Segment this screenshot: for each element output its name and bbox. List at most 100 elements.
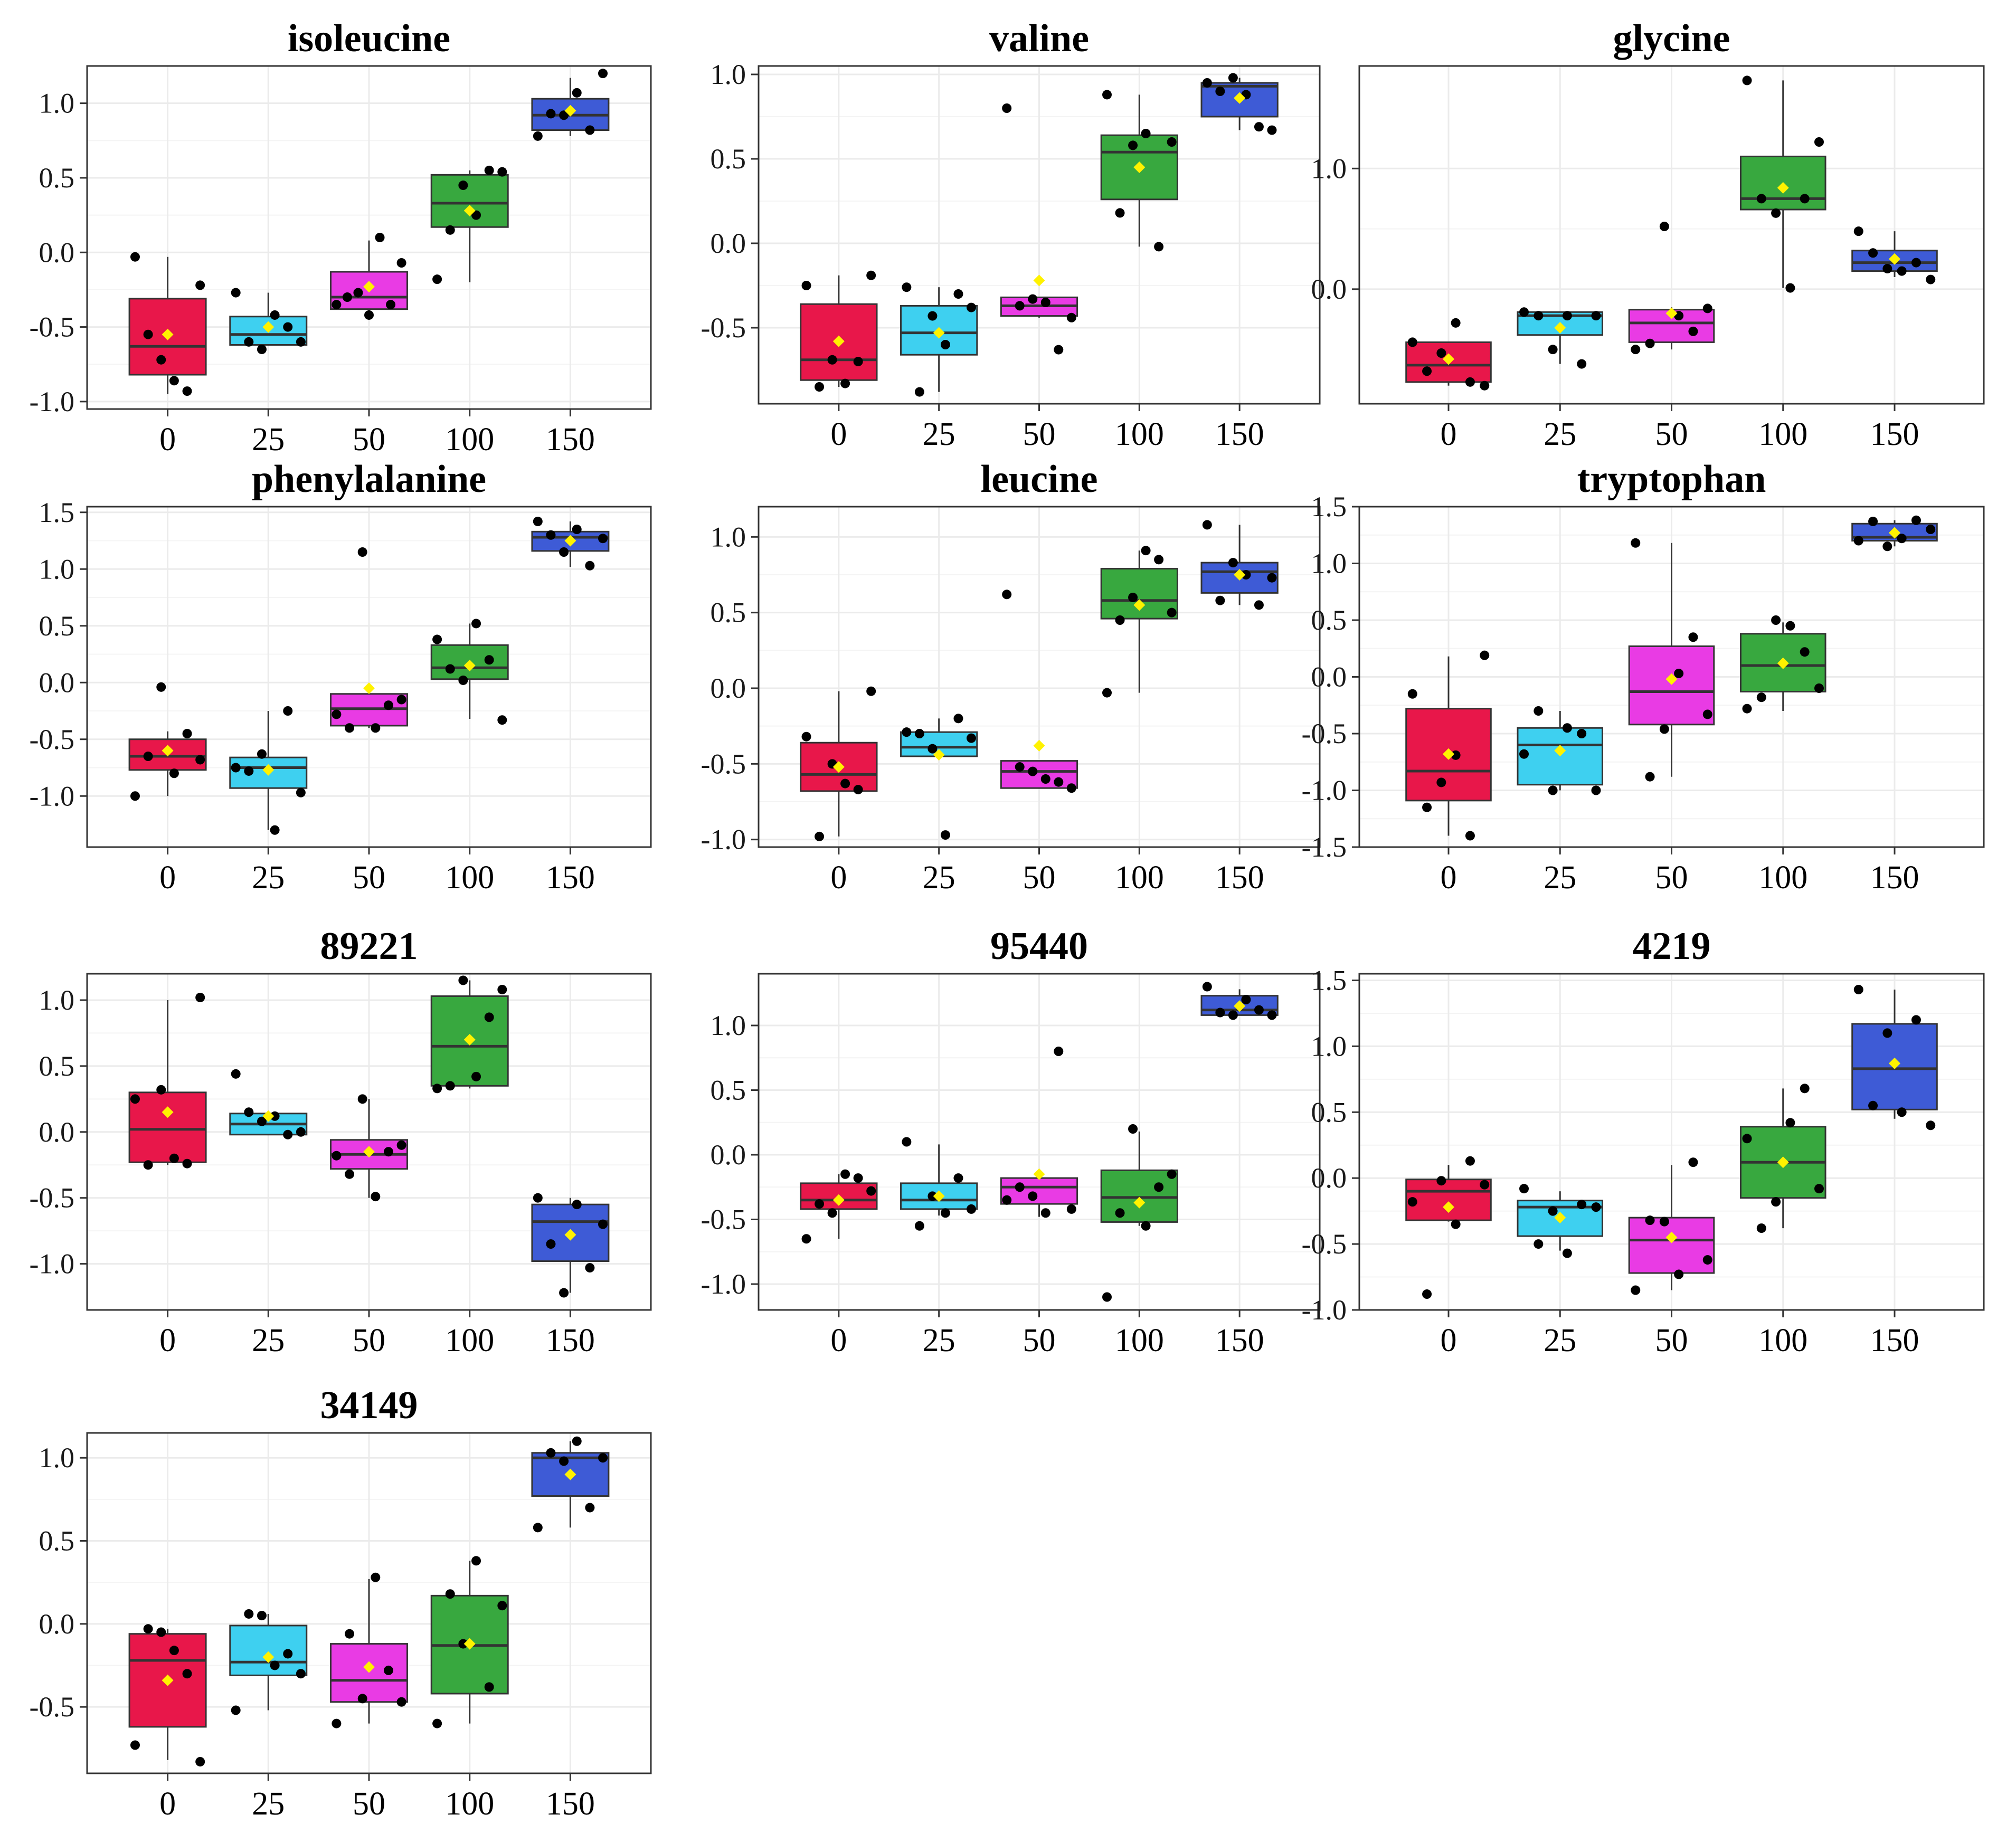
x-tick-label: 100 — [1758, 1323, 1807, 1358]
box-body — [229, 1624, 308, 1676]
data-point — [497, 715, 507, 725]
data-point — [1422, 366, 1432, 376]
data-point — [1422, 1289, 1432, 1299]
data-point — [1267, 125, 1277, 135]
box-25 — [229, 1609, 308, 1715]
data-point — [296, 1669, 306, 1679]
data-point — [559, 1456, 569, 1466]
data-point — [1436, 348, 1446, 358]
box-150 — [531, 69, 610, 141]
data-point — [1882, 1028, 1892, 1038]
mean-marker — [463, 660, 476, 671]
data-point — [270, 825, 280, 835]
data-point — [1742, 704, 1752, 714]
mean-marker — [933, 1190, 945, 1202]
data-point — [143, 1624, 153, 1634]
data-point — [585, 1263, 595, 1273]
mean-marker — [564, 535, 576, 547]
data-point — [1771, 615, 1781, 625]
mean-marker — [832, 761, 845, 773]
panel-title: 95440 — [990, 925, 1088, 968]
data-point — [815, 1199, 825, 1209]
data-point — [1115, 208, 1125, 218]
data-point — [1591, 785, 1601, 795]
y-tick-label: -0.5 — [701, 312, 746, 344]
y-tick-label: 0.0 — [39, 236, 75, 268]
box-100 — [1100, 1124, 1178, 1302]
box-body — [1739, 155, 1826, 211]
x-tick-label: 150 — [546, 422, 595, 458]
data-point — [1562, 1248, 1572, 1258]
data-point — [1785, 1118, 1795, 1128]
data-point — [1702, 1255, 1712, 1265]
data-point — [1422, 802, 1432, 812]
mean-marker — [1133, 162, 1146, 173]
mean-marker — [933, 327, 945, 339]
panel-4219: 4219 -1.0 -0.5 0.0 0.5 1.0 1.5 0 25 50 100 150 — [1302, 925, 1985, 1358]
y-tick-label: 1.0 — [39, 984, 75, 1016]
data-point — [1853, 536, 1863, 546]
data-point — [1882, 264, 1892, 273]
box-body — [128, 298, 207, 376]
data-point — [257, 1116, 267, 1126]
data-point — [383, 1147, 393, 1157]
data-point — [270, 1111, 280, 1121]
box-50 — [330, 1094, 408, 1202]
mean-marker — [1777, 182, 1789, 194]
data-point — [169, 376, 179, 386]
mean-marker — [933, 749, 945, 761]
y-tick-label: 1.0 — [1311, 153, 1347, 184]
mean-marker — [1889, 253, 1900, 265]
data-point — [357, 1094, 367, 1104]
data-point — [231, 1069, 241, 1079]
data-point — [1674, 669, 1684, 679]
data-point — [853, 1173, 863, 1183]
x-tick-label: 25 — [252, 422, 285, 458]
data-point — [940, 1208, 950, 1218]
box-50 — [1000, 103, 1078, 355]
x-tick-label: 50 — [1655, 416, 1688, 452]
x-tick-label: 150 — [1215, 416, 1264, 452]
mean-marker — [1777, 657, 1789, 669]
data-point — [1015, 301, 1025, 311]
panel-title: 4219 — [1633, 925, 1711, 968]
data-point — [1028, 766, 1038, 776]
y-tick-label: 0.0 — [39, 1116, 75, 1148]
x-tick-label: 150 — [1870, 416, 1919, 452]
box-150 — [1200, 520, 1279, 610]
data-point — [1215, 87, 1225, 96]
box-100 — [1739, 75, 1826, 293]
x-tick-label: 50 — [1655, 860, 1688, 896]
data-point — [471, 619, 481, 629]
data-point — [296, 787, 306, 797]
panel-glycine: glycine 0.0 1.0 0 25 50 100 150 — [1311, 17, 1985, 452]
mean-marker — [1133, 1196, 1146, 1209]
data-point — [1228, 1010, 1238, 1020]
data-point — [559, 1288, 569, 1298]
data-point — [953, 714, 963, 724]
data-point — [1215, 595, 1225, 605]
data-point — [1228, 73, 1238, 83]
data-point — [1436, 777, 1446, 787]
y-tick-label: 1.0 — [39, 88, 75, 119]
data-point — [484, 1012, 494, 1022]
data-point — [1154, 555, 1164, 565]
data-point — [1926, 274, 1936, 284]
data-point — [572, 1436, 582, 1446]
data-point — [866, 686, 876, 696]
data-point — [283, 1129, 293, 1139]
data-point — [598, 534, 608, 544]
panel-title: isoleucine — [288, 17, 450, 60]
y-tick-label: -0.5 — [30, 1691, 74, 1723]
mean-marker — [363, 682, 375, 694]
data-point — [156, 1627, 166, 1637]
panel-title: glycine — [1613, 17, 1730, 60]
data-point — [1800, 647, 1810, 657]
x-tick-label: 50 — [1655, 1323, 1688, 1358]
y-tick-label: 0.0 — [1311, 661, 1347, 693]
y-tick-label: 0.5 — [39, 162, 75, 194]
data-point — [1897, 1107, 1907, 1117]
data-point — [332, 1151, 342, 1161]
data-point — [332, 1718, 342, 1728]
data-point — [1015, 1182, 1025, 1192]
